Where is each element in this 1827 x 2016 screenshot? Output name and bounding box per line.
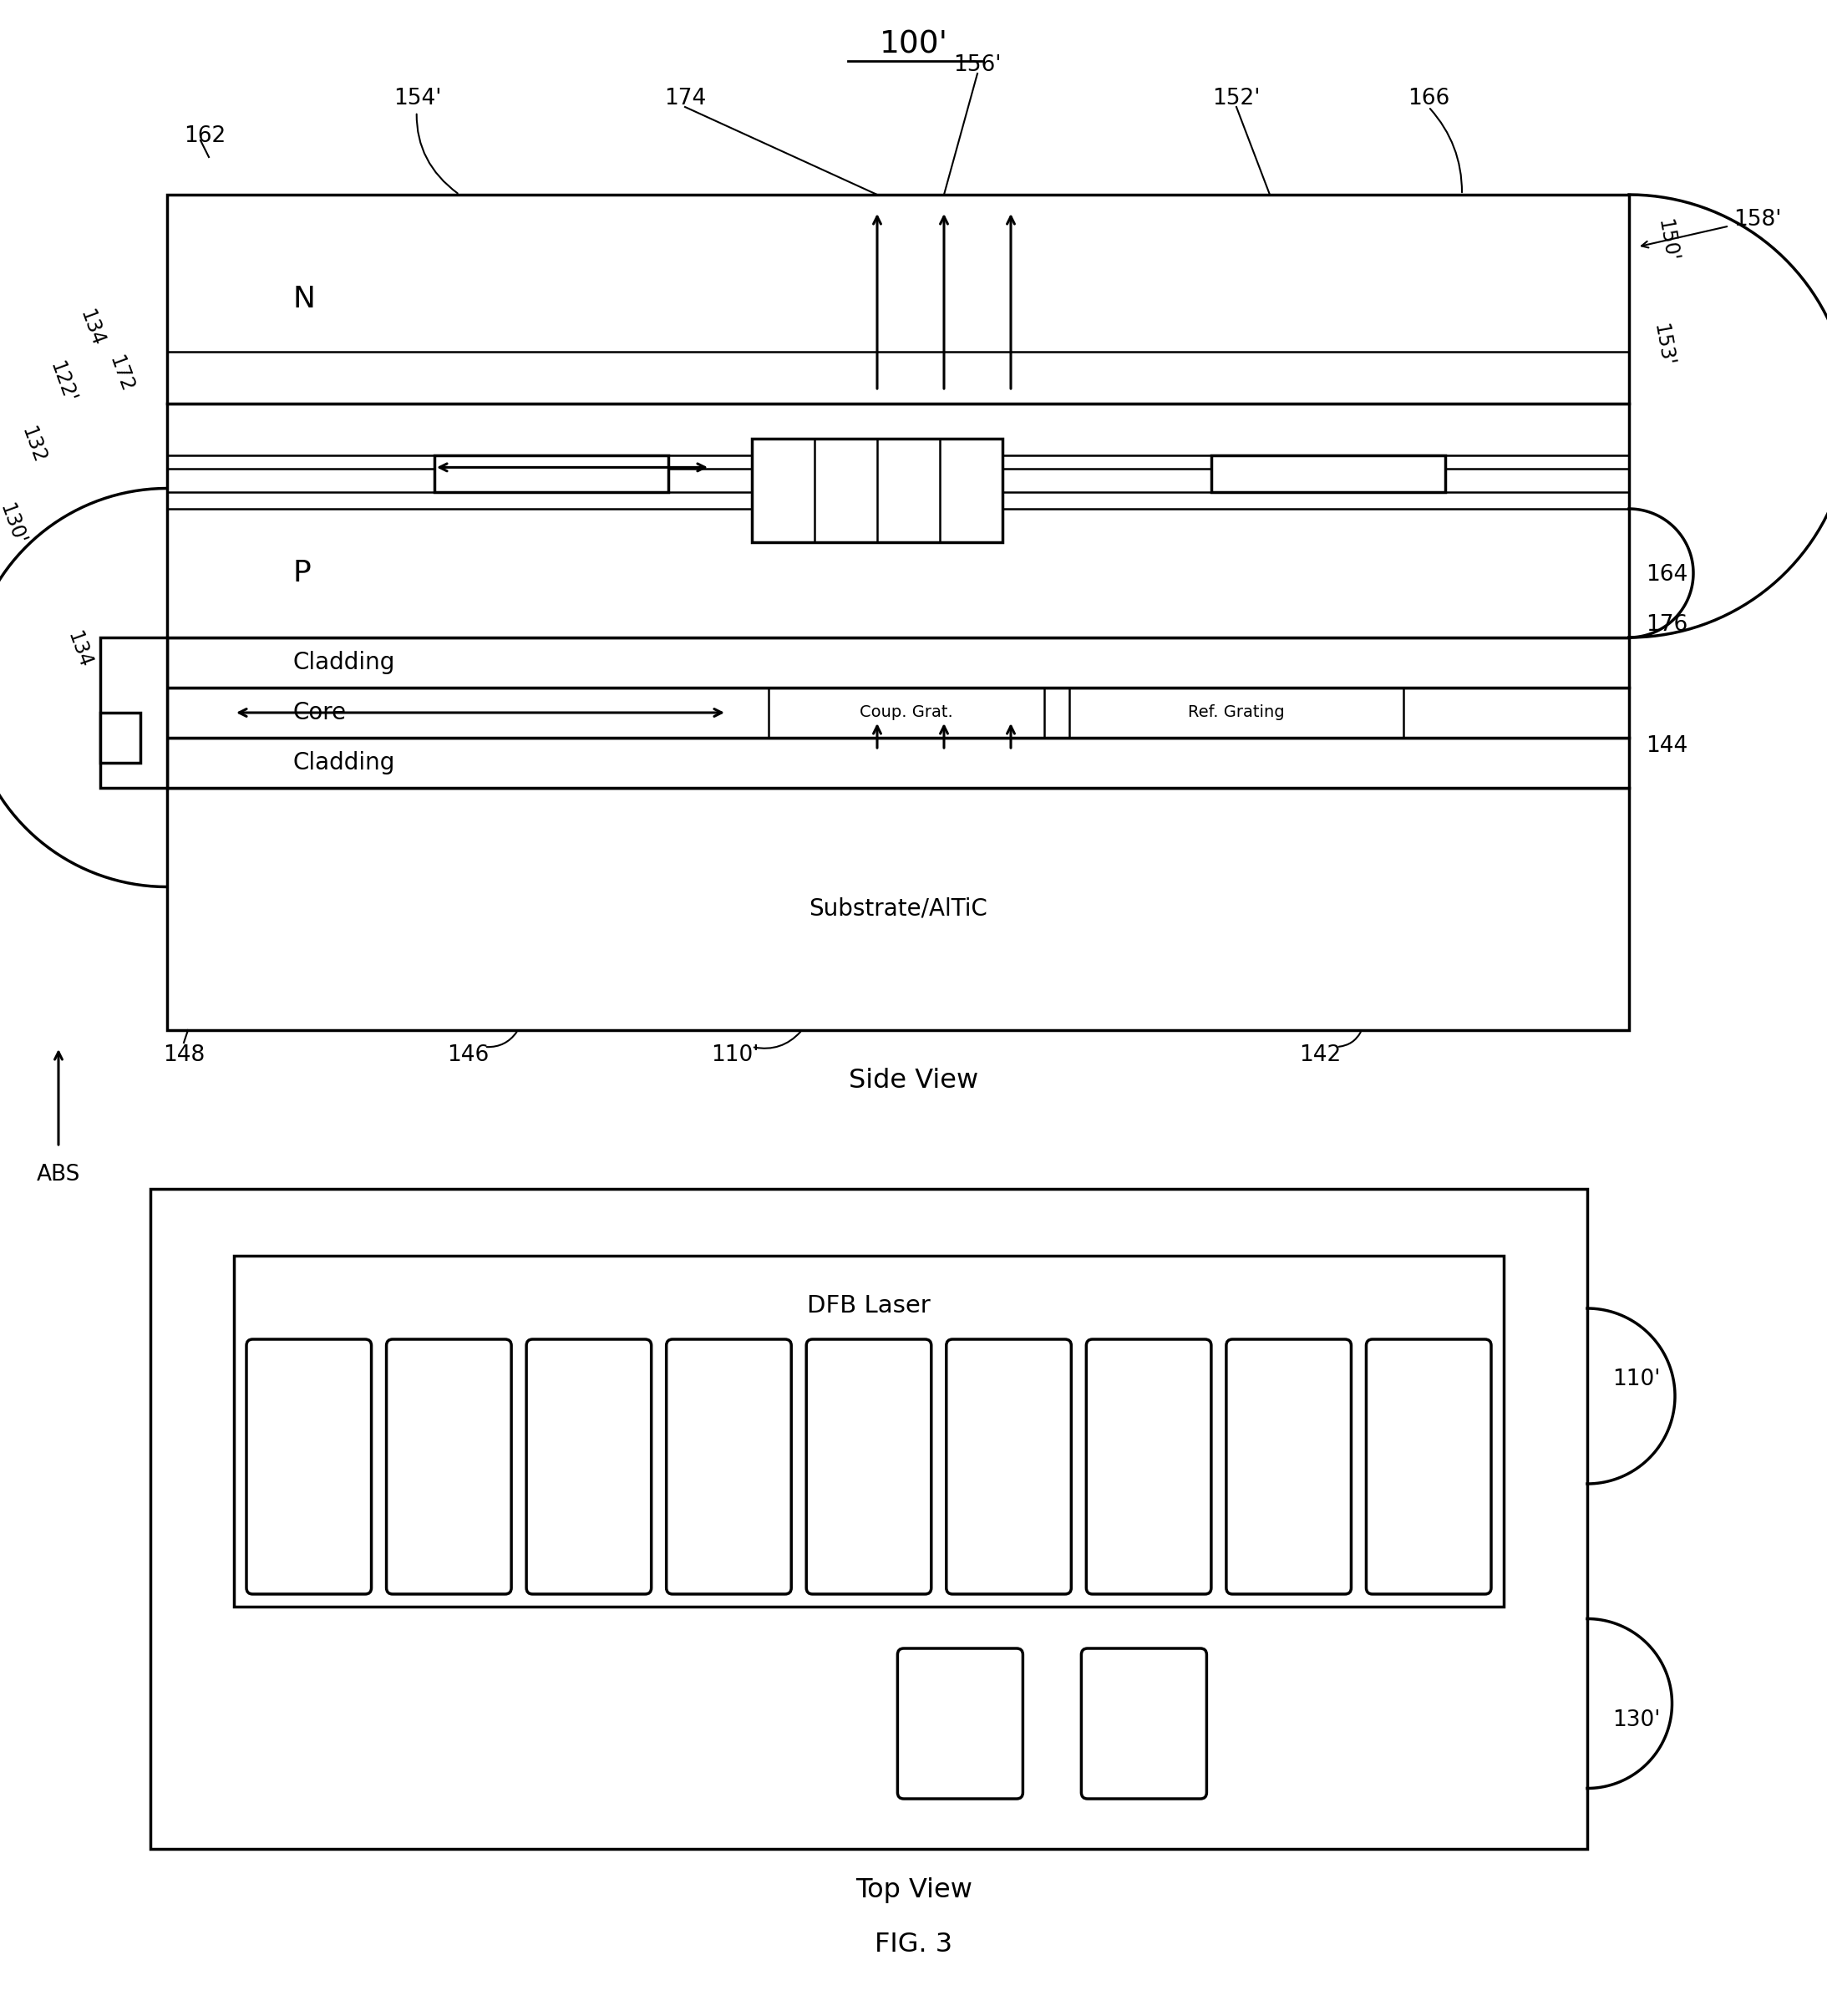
Text: 134: 134 xyxy=(64,629,95,671)
FancyBboxPatch shape xyxy=(247,1339,371,1595)
Bar xyxy=(234,1256,1504,1607)
Bar xyxy=(166,738,1630,788)
Bar xyxy=(150,1189,1588,1849)
Bar xyxy=(100,637,166,788)
Text: 166: 166 xyxy=(1407,89,1449,109)
Text: Cladding: Cladding xyxy=(292,651,395,673)
Text: Side View: Side View xyxy=(850,1066,979,1093)
Text: DFB Laser: DFB Laser xyxy=(808,1294,930,1318)
Text: 130': 130' xyxy=(1611,1710,1661,1732)
Text: Substrate/AlTiC: Substrate/AlTiC xyxy=(809,897,987,921)
FancyBboxPatch shape xyxy=(1226,1339,1352,1595)
Text: 132: 132 xyxy=(18,423,49,466)
Text: 148: 148 xyxy=(163,1044,205,1066)
Text: 142: 142 xyxy=(1299,1044,1341,1066)
FancyBboxPatch shape xyxy=(387,1339,512,1595)
Bar xyxy=(166,403,1630,637)
FancyBboxPatch shape xyxy=(897,1649,1023,1798)
Bar xyxy=(166,196,1630,403)
Text: 100': 100' xyxy=(879,30,948,58)
FancyBboxPatch shape xyxy=(526,1339,652,1595)
Text: 172: 172 xyxy=(106,353,137,395)
Text: 146: 146 xyxy=(448,1044,490,1066)
FancyBboxPatch shape xyxy=(806,1339,932,1595)
Text: 158': 158' xyxy=(1734,210,1781,230)
Text: 176: 176 xyxy=(1646,615,1688,635)
Text: 162: 162 xyxy=(185,125,227,147)
Text: 174: 174 xyxy=(663,89,705,109)
Text: P: P xyxy=(292,558,311,587)
Bar xyxy=(1211,456,1445,492)
Text: 153': 153' xyxy=(1650,323,1677,369)
Bar xyxy=(166,687,1630,738)
Bar xyxy=(166,637,1630,687)
Text: 150': 150' xyxy=(1653,218,1681,264)
Text: 152': 152' xyxy=(1213,89,1261,109)
Text: 134: 134 xyxy=(77,306,108,349)
Bar xyxy=(753,437,1003,542)
Text: ABS: ABS xyxy=(37,1163,80,1185)
Text: Top View: Top View xyxy=(855,1877,972,1903)
Bar xyxy=(166,788,1630,1030)
Text: 164: 164 xyxy=(1646,564,1688,587)
Text: N: N xyxy=(292,284,314,312)
Text: 130': 130' xyxy=(0,502,29,548)
FancyBboxPatch shape xyxy=(1087,1339,1211,1595)
Bar xyxy=(100,714,141,762)
Text: FIG. 3: FIG. 3 xyxy=(875,1931,954,1958)
Text: 110': 110' xyxy=(711,1044,760,1066)
Text: Ref. Grating: Ref. Grating xyxy=(1188,706,1284,720)
Text: Coup. Grat.: Coup. Grat. xyxy=(861,706,954,720)
Text: Cladding: Cladding xyxy=(292,752,395,774)
Text: 110': 110' xyxy=(1611,1369,1661,1391)
FancyBboxPatch shape xyxy=(1082,1649,1206,1798)
Text: 144: 144 xyxy=(1646,736,1688,756)
Text: 154': 154' xyxy=(393,89,457,194)
FancyBboxPatch shape xyxy=(1367,1339,1491,1595)
Text: Core: Core xyxy=(292,702,345,724)
FancyBboxPatch shape xyxy=(667,1339,791,1595)
Bar xyxy=(435,456,669,492)
Text: 156': 156' xyxy=(954,54,1001,77)
FancyBboxPatch shape xyxy=(946,1339,1071,1595)
Text: 122': 122' xyxy=(46,359,79,407)
